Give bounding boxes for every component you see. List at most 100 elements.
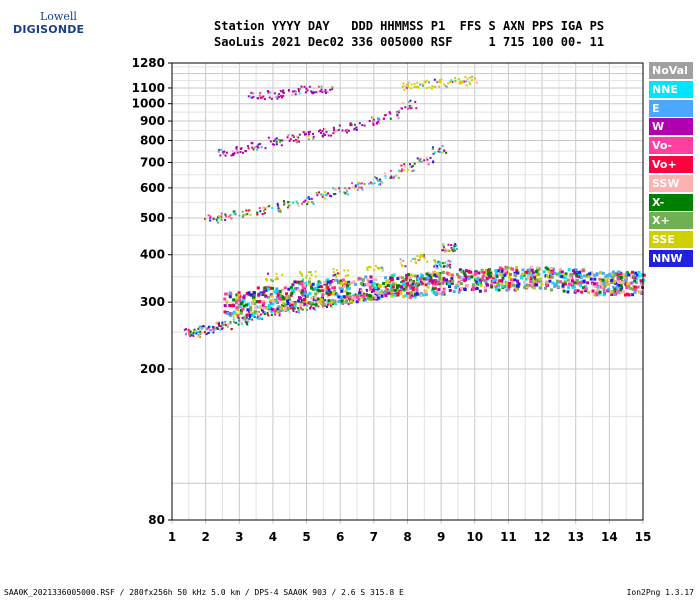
echo-point bbox=[438, 85, 440, 88]
echo-point bbox=[413, 295, 417, 299]
echo-point bbox=[401, 265, 404, 267]
echo-point bbox=[437, 150, 440, 153]
echo-point bbox=[460, 270, 464, 274]
echo-point bbox=[315, 192, 318, 195]
echo-point bbox=[627, 284, 631, 288]
echo-point bbox=[402, 295, 406, 299]
echo-point bbox=[464, 75, 467, 78]
echo-point bbox=[346, 292, 350, 296]
echo-point bbox=[574, 273, 578, 277]
echo-point bbox=[404, 294, 408, 298]
echo-point bbox=[390, 278, 394, 282]
echo-point bbox=[454, 242, 457, 245]
echo-point bbox=[431, 85, 434, 88]
echo-point bbox=[612, 285, 616, 289]
echo-point bbox=[413, 274, 417, 278]
echo-point bbox=[598, 277, 602, 281]
echo-point bbox=[299, 308, 302, 311]
echo-point bbox=[207, 327, 210, 329]
echo-point bbox=[409, 273, 413, 277]
echo-point bbox=[348, 295, 352, 299]
echo-point bbox=[229, 313, 232, 317]
echo-point bbox=[489, 274, 493, 278]
echo-point bbox=[309, 271, 312, 274]
echo-point bbox=[602, 293, 606, 297]
echo-point bbox=[490, 285, 494, 289]
echo-point bbox=[294, 138, 297, 141]
echo-point bbox=[368, 182, 371, 185]
echo-point bbox=[469, 83, 472, 86]
echo-point bbox=[321, 305, 324, 308]
echo-point bbox=[262, 311, 265, 313]
echo-point bbox=[264, 147, 267, 150]
echo-point bbox=[245, 292, 249, 295]
echo-point bbox=[432, 160, 435, 163]
echo-point bbox=[419, 83, 422, 86]
echo-point bbox=[307, 135, 310, 138]
echo-point bbox=[619, 271, 623, 275]
echo-point bbox=[500, 268, 504, 272]
echo-point bbox=[520, 272, 524, 276]
echo-point bbox=[416, 85, 419, 88]
echo-point bbox=[409, 288, 412, 290]
echo-point bbox=[327, 134, 330, 137]
echo-point bbox=[616, 280, 620, 284]
echo-point bbox=[595, 288, 599, 292]
echo-point bbox=[494, 287, 498, 291]
echo-point bbox=[357, 293, 360, 297]
echo-point bbox=[351, 182, 353, 185]
echo-point bbox=[295, 311, 298, 313]
echo-point bbox=[408, 276, 412, 280]
echo-point bbox=[550, 271, 554, 275]
echo-point bbox=[433, 265, 436, 268]
echo-point bbox=[447, 82, 450, 85]
echo-point bbox=[437, 288, 441, 291]
echo-point bbox=[247, 95, 250, 98]
echo-point bbox=[435, 289, 439, 293]
echo-point bbox=[329, 194, 332, 197]
echo-point bbox=[445, 85, 448, 88]
echo-point bbox=[291, 201, 294, 204]
echo-point bbox=[379, 178, 381, 181]
echo-point bbox=[214, 327, 217, 330]
echo-point bbox=[413, 283, 416, 286]
echo-point bbox=[337, 300, 341, 304]
echo-point bbox=[298, 140, 301, 143]
echo-point bbox=[624, 274, 628, 278]
echo-point bbox=[355, 300, 359, 304]
echo-point bbox=[456, 284, 460, 288]
echo-point bbox=[307, 138, 310, 141]
echo-point bbox=[537, 272, 541, 276]
echo-point bbox=[360, 282, 363, 285]
echo-point bbox=[332, 132, 335, 135]
echo-point bbox=[357, 276, 361, 280]
y-tick-label: 600 bbox=[140, 181, 165, 195]
echo-point bbox=[527, 272, 531, 276]
echo-point bbox=[413, 162, 416, 165]
echo-point bbox=[355, 128, 358, 131]
echo-point bbox=[410, 294, 414, 298]
echo-point bbox=[428, 81, 430, 84]
echo-point bbox=[349, 292, 352, 295]
echo-point bbox=[396, 277, 400, 281]
echo-point bbox=[334, 193, 337, 195]
echo-point bbox=[573, 289, 577, 293]
echo-point bbox=[364, 299, 367, 302]
echo-point bbox=[298, 133, 301, 136]
echo-point bbox=[296, 288, 300, 292]
echo-point bbox=[610, 281, 614, 284]
echo-point bbox=[416, 274, 419, 277]
echo-point bbox=[534, 283, 538, 287]
echo-point bbox=[577, 275, 581, 279]
y-tick-label: 400 bbox=[140, 248, 165, 262]
echo-point bbox=[626, 282, 630, 286]
echo-point bbox=[610, 278, 614, 282]
echo-point bbox=[438, 272, 442, 276]
echo-point bbox=[320, 85, 323, 88]
echo-point bbox=[316, 288, 320, 292]
echo-point bbox=[384, 175, 387, 178]
echo-point bbox=[477, 281, 481, 285]
echo-point bbox=[450, 79, 453, 82]
echo-point bbox=[253, 302, 257, 306]
echo-point bbox=[261, 293, 265, 297]
